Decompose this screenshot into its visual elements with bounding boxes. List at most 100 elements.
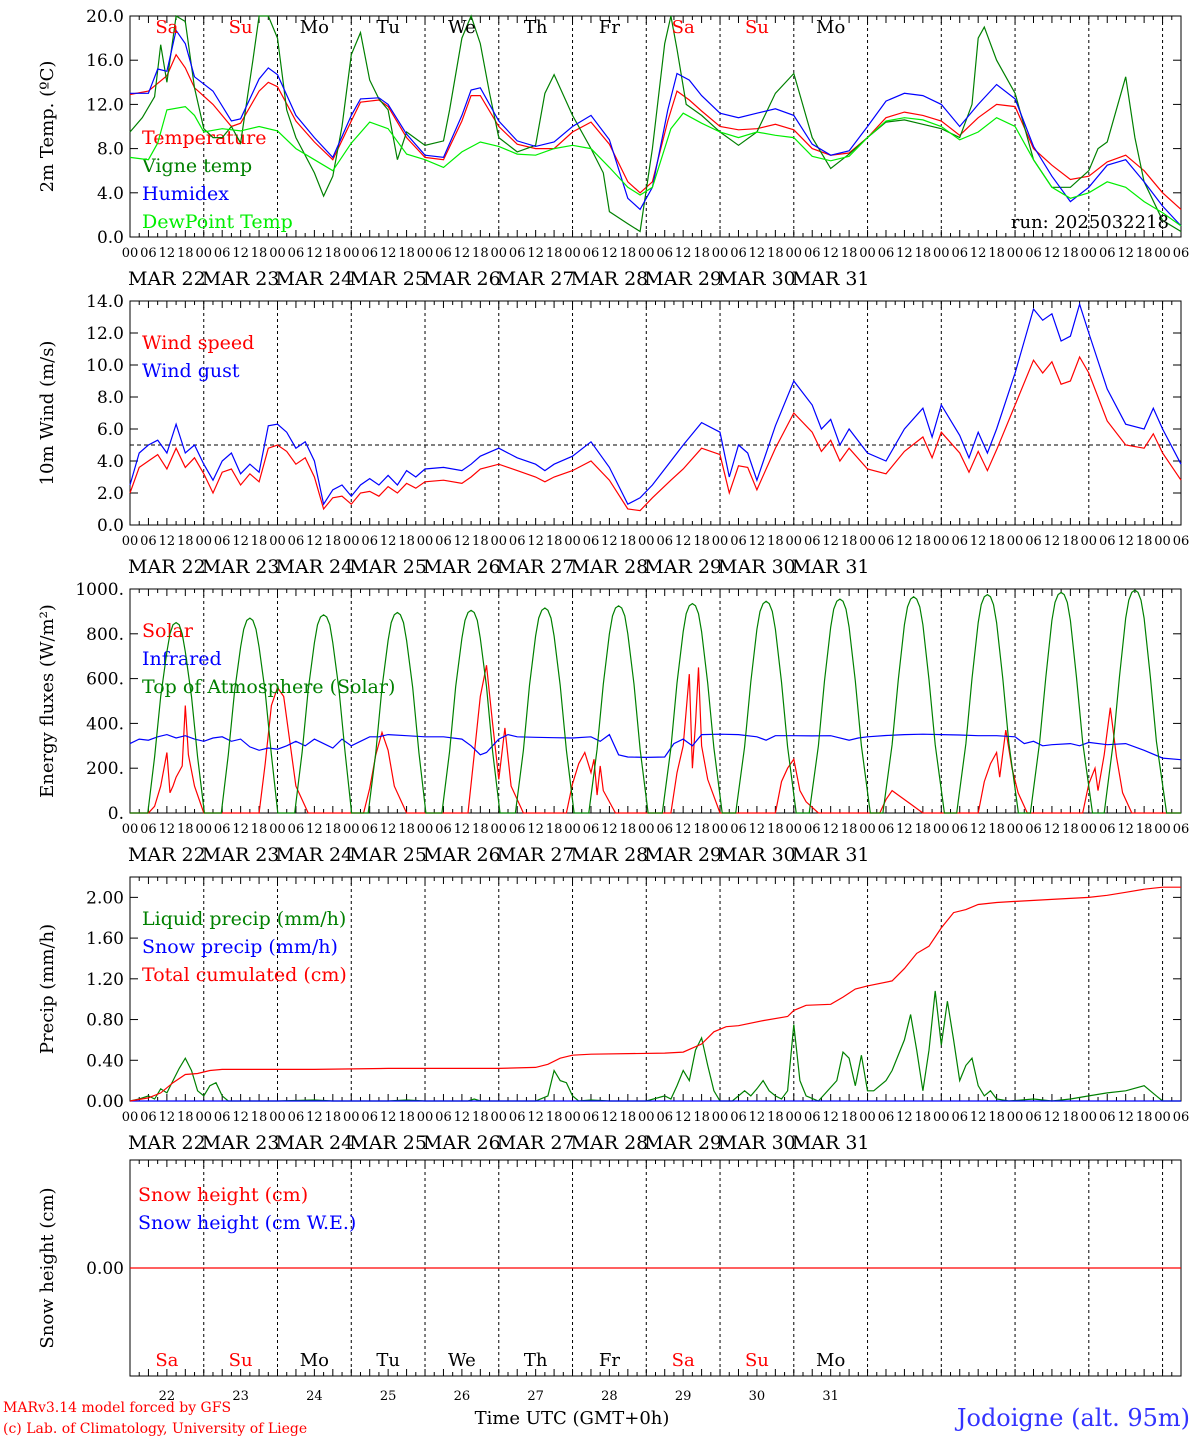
hour-label: 12 (380, 1110, 397, 1125)
hour-label: 18 (767, 1110, 784, 1125)
hour-label: 06 (140, 246, 157, 261)
date-label: MAR 28 (571, 268, 649, 290)
hour-label: 18 (767, 534, 784, 549)
y-tick-label: 2.00 (86, 888, 124, 908)
hour-label: 18 (398, 534, 415, 549)
day-of-week-label: Su (229, 1350, 253, 1371)
y-tick-label: 14.0 (86, 292, 124, 312)
y-tick-label: 4.0 (97, 452, 124, 472)
hour-label: 00 (1007, 534, 1024, 549)
date-label: MAR 26 (423, 844, 501, 866)
hour-label: 12 (970, 246, 987, 261)
day-of-week-label: We (448, 17, 476, 38)
hour-label: 18 (988, 246, 1005, 261)
hour-label: 00 (490, 822, 507, 837)
hour-label: 06 (288, 534, 305, 549)
hour-label: 00 (195, 246, 212, 261)
hour-label: 00 (1154, 246, 1171, 261)
date-label: MAR 28 (571, 844, 649, 866)
hour-label: 12 (527, 246, 544, 261)
hour-label: 18 (251, 1110, 268, 1125)
hour-label: 00 (786, 534, 803, 549)
hour-label: 00 (712, 822, 729, 837)
hour-label: 18 (693, 1110, 710, 1125)
y-tick-label: 6.0 (97, 420, 124, 440)
hour-label: 18 (177, 1110, 194, 1125)
hour-label: 00 (1007, 1110, 1024, 1125)
hour-label: 06 (214, 246, 231, 261)
hour-label: 00 (269, 534, 286, 549)
hour-label: 06 (878, 822, 895, 837)
hour-label: 00 (564, 534, 581, 549)
day-of-week-label: Tu (376, 17, 400, 38)
hour-label: 12 (159, 1110, 176, 1125)
day-of-week-label: Sa (155, 1350, 178, 1371)
hour-label: 00 (638, 534, 655, 549)
plot-frame (129, 588, 1182, 814)
hour-label: 12 (527, 1110, 544, 1125)
series-line-infrared (129, 733, 1182, 761)
hour-label: 06 (730, 1110, 747, 1125)
hour-label: 12 (306, 822, 323, 837)
legend-entry: Wind speed (142, 332, 254, 354)
series-line-wind-gust (129, 302, 1182, 506)
hour-label: 18 (325, 1110, 342, 1125)
hour-label: 00 (564, 822, 581, 837)
y-axis-title: Snow height (cm) (37, 1187, 58, 1348)
hour-label: 18 (398, 1110, 415, 1125)
hour-label: 18 (841, 1110, 858, 1125)
hour-label: 12 (380, 534, 397, 549)
legend-entry: Snow precip (mm/h) (142, 936, 338, 958)
day-of-week-label: We (448, 1350, 476, 1371)
hour-label: 12 (896, 246, 913, 261)
hour-label: 12 (601, 822, 618, 837)
date-label: MAR 29 (644, 556, 722, 578)
date-label: MAR 24 (276, 1132, 354, 1154)
day-number-label: 23 (232, 1389, 249, 1404)
hour-label: 12 (601, 1110, 618, 1125)
series-line-solar (130, 665, 1181, 814)
day-number-label: 25 (380, 1389, 397, 1404)
hour-label: 00 (859, 1110, 876, 1125)
y-tick-label: 600. (86, 670, 124, 690)
hour-label: 12 (675, 822, 692, 837)
y-tick-label: 800. (86, 625, 124, 645)
hour-label: 12 (896, 822, 913, 837)
y-tick-label: 8.0 (97, 388, 124, 408)
hour-label: 12 (306, 1110, 323, 1125)
hour-label: 06 (1025, 1110, 1042, 1125)
y-tick-label: 0.00 (86, 1259, 124, 1279)
y-tick-label: 12.0 (86, 324, 124, 344)
hour-label: 12 (970, 822, 987, 837)
hour-label: 00 (417, 1110, 434, 1125)
hour-label: 18 (693, 246, 710, 261)
day-of-week-label: Fr (599, 1350, 620, 1371)
y-tick-label: 12.0 (86, 95, 124, 115)
run-annotation: run: 2025032218 (1011, 212, 1169, 233)
y-tick-label: 2.0 (97, 484, 124, 504)
hour-label: 00 (343, 534, 360, 549)
hour-label: 12 (822, 822, 839, 837)
legend-entry: Solar (142, 620, 194, 642)
hour-label: 06 (509, 534, 526, 549)
hour-label: 06 (1173, 822, 1190, 837)
y-tick-label: 0.0 (97, 228, 124, 248)
hour-label: 00 (490, 534, 507, 549)
legend-entry: Snow height (cm) (138, 1184, 308, 1206)
y-axis-title: Energy fluxes (W/m²) (37, 604, 58, 798)
date-label: MAR 23 (202, 556, 280, 578)
y-tick-label: 0.00 (86, 1092, 124, 1112)
legend-entry: Wind gust (142, 360, 240, 382)
hour-label: 06 (583, 534, 600, 549)
hour-label: 00 (1154, 822, 1171, 837)
hour-label: 12 (454, 822, 471, 837)
hour-label: 06 (509, 246, 526, 261)
hour-label: 00 (712, 246, 729, 261)
legend-entry: Vigne temp (141, 155, 252, 177)
hour-label: 06 (509, 822, 526, 837)
hour-label: 06 (804, 534, 821, 549)
day-of-week-label: Th (524, 1350, 548, 1371)
hour-label: 12 (454, 246, 471, 261)
hour-label: 18 (546, 822, 563, 837)
hour-label: 00 (712, 534, 729, 549)
